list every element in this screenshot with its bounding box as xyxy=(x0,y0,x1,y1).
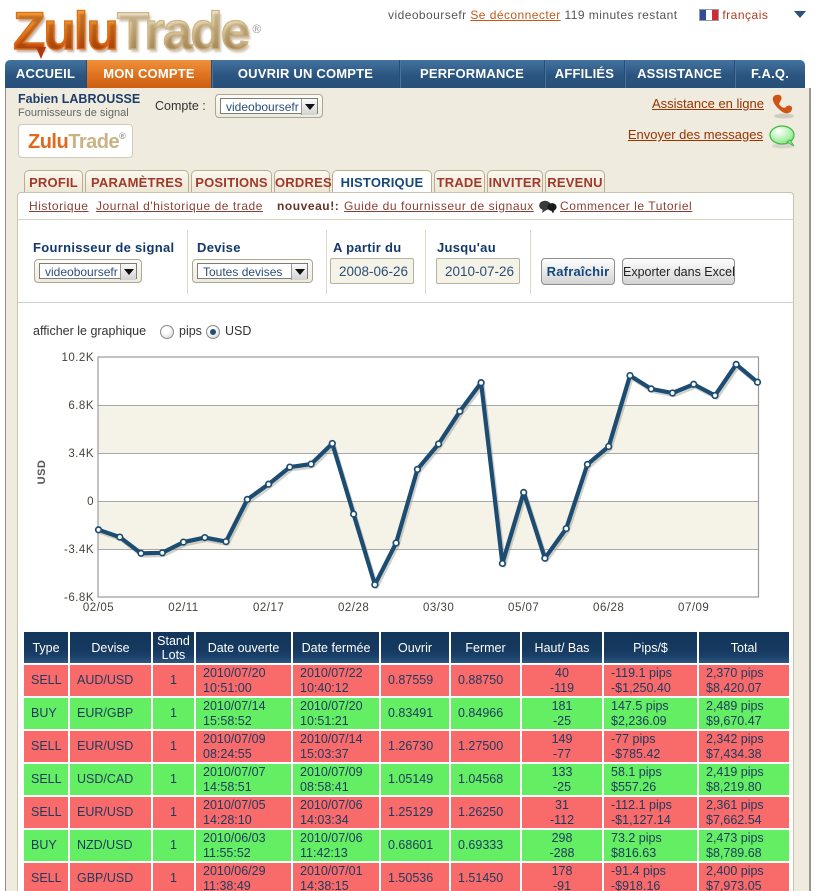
svg-text:0: 0 xyxy=(87,496,94,508)
svg-text:02/17: 02/17 xyxy=(253,602,284,614)
svg-text:03/30: 03/30 xyxy=(423,602,454,614)
svg-text:6.8K: 6.8K xyxy=(68,400,94,412)
svg-text:USD: USD xyxy=(36,460,48,485)
svg-text:-3.4K: -3.4K xyxy=(64,544,94,556)
svg-text:3.4K: 3.4K xyxy=(68,448,94,460)
svg-text:02/05: 02/05 xyxy=(83,602,114,614)
svg-text:07/09: 07/09 xyxy=(678,602,709,614)
svg-text:-6.8K: -6.8K xyxy=(64,592,94,604)
svg-text:10.2K: 10.2K xyxy=(61,352,94,364)
svg-text:02/28: 02/28 xyxy=(338,602,369,614)
svg-text:05/07: 05/07 xyxy=(508,602,539,614)
svg-text:02/11: 02/11 xyxy=(168,602,198,614)
svg-text:06/28: 06/28 xyxy=(593,602,624,614)
